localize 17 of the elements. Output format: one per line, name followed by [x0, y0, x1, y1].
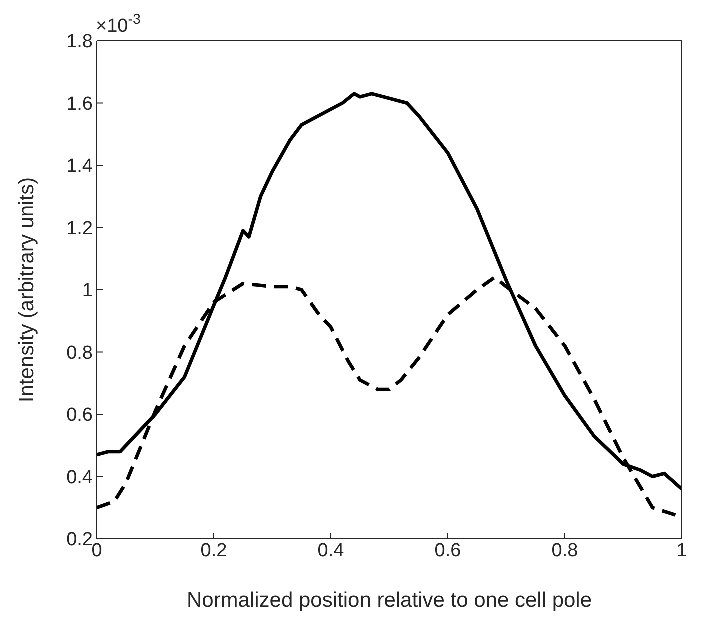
- y-tick-label: 1.8: [66, 32, 93, 53]
- text: ×10$^{-3}$: [96, 12, 141, 37]
- y-tick-label: 0.4: [66, 467, 94, 488]
- y-tick-label: 1: [82, 280, 93, 302]
- x-tick-label: 0: [92, 540, 102, 562]
- x-axis-title: Normalized position relative to one cell pole: [186, 589, 592, 612]
- y-tick-label: 1.2: [66, 218, 93, 240]
- y-tick-label: 0.8: [66, 342, 93, 364]
- y-tick-label: 0.6: [66, 405, 93, 426]
- x-tick-label: 0.8: [552, 540, 578, 562]
- y-tick-label: 1.4: [66, 156, 94, 178]
- x-tick-label: 0.2: [200, 540, 228, 562]
- y-tick-label: 1.6: [66, 94, 93, 115]
- y-axis-title: Intensity (arbitrary units): [15, 177, 38, 403]
- x-tick-label: 0.4: [318, 540, 345, 562]
- x-tick-label: 0.6: [434, 540, 462, 562]
- x-tick-label: 1: [676, 540, 688, 562]
